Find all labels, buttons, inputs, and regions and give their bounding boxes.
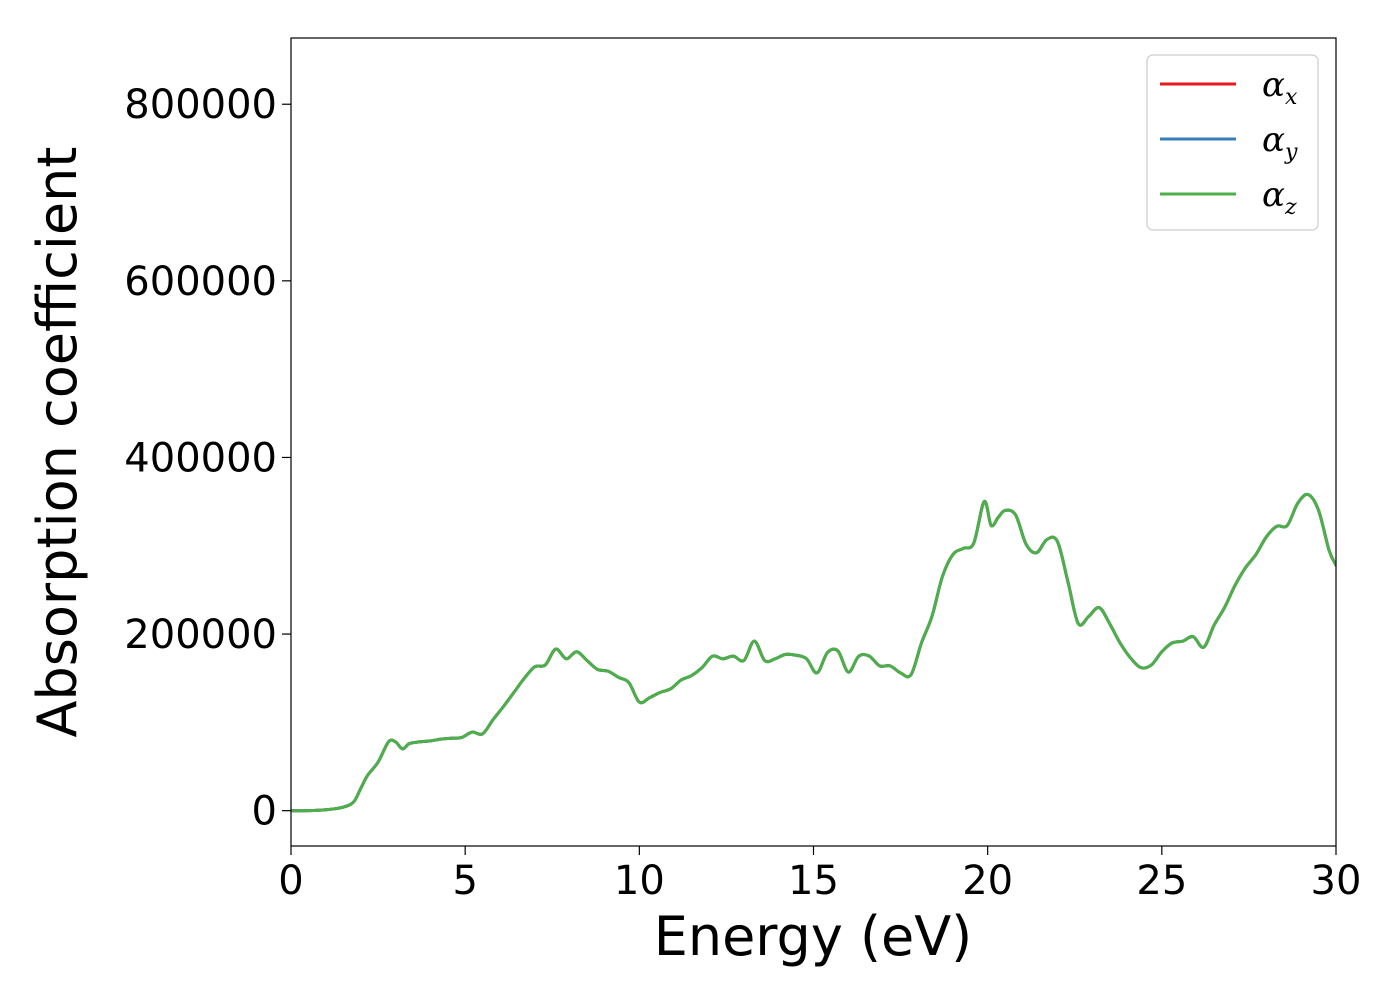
- series-layer: [291, 492, 1336, 813]
- y-axis: 0 200000 400000 600000 800000: [124, 82, 291, 835]
- x-tick-label: 5: [452, 858, 477, 904]
- x-tick-label: 15: [788, 858, 839, 904]
- legend-label: αz: [1262, 175, 1297, 220]
- x-tick-label: 10: [614, 858, 665, 904]
- x-tick-label: 25: [1136, 858, 1187, 904]
- legend: αx αy αz: [1146, 54, 1319, 231]
- series-line-z: [291, 492, 1336, 813]
- y-tick-label: 0: [252, 789, 277, 835]
- legend-box: [1146, 54, 1319, 231]
- x-axis: 0 5 10 15 20 25 30: [278, 846, 1361, 904]
- legend-label: αx: [1262, 65, 1298, 110]
- series-line-y: [291, 492, 1336, 813]
- y-tick-label: 600000: [124, 259, 277, 305]
- x-tick-label: 20: [962, 858, 1013, 904]
- x-tick-label: 0: [278, 858, 303, 904]
- y-axis-title: Absorption coefficient: [26, 147, 89, 738]
- legend-label: αy: [1262, 120, 1298, 165]
- y-tick-label: 400000: [124, 435, 277, 481]
- y-tick-label: 200000: [124, 612, 277, 658]
- y-tick-label: 800000: [124, 82, 277, 128]
- x-tick-label: 30: [1311, 858, 1362, 904]
- series-line-x: [291, 492, 1336, 813]
- x-axis-title: Energy (eV): [654, 905, 973, 968]
